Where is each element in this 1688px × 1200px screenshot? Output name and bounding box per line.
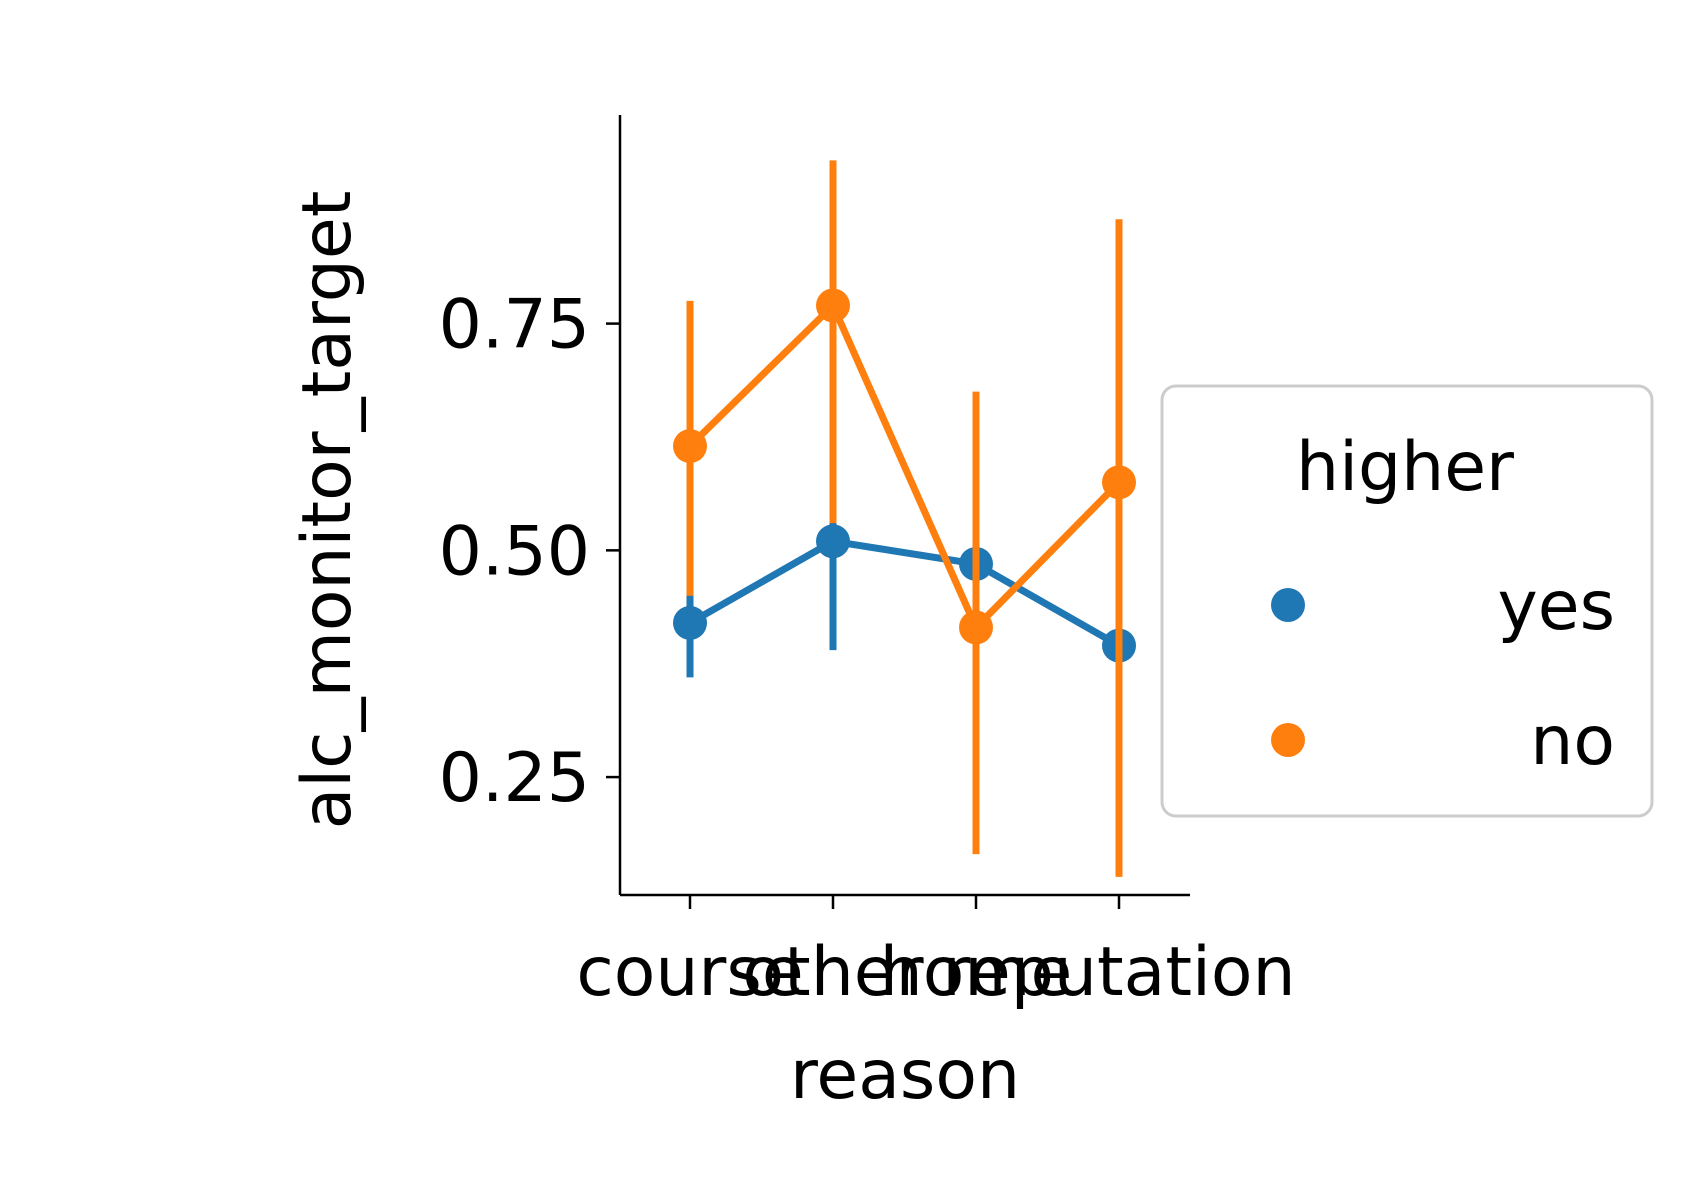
series-line xyxy=(687,301,1122,631)
legend: higher yes no xyxy=(1160,384,1654,818)
data-point xyxy=(673,429,707,464)
x-tick-label: home xyxy=(880,933,1073,1012)
series-layer xyxy=(673,160,1136,877)
legend-marker xyxy=(1271,723,1305,757)
legend-frame xyxy=(1160,384,1654,818)
x-tick-label: other xyxy=(742,933,923,1012)
data-point xyxy=(673,605,707,640)
data-point xyxy=(1102,465,1136,500)
series-line xyxy=(688,537,1121,649)
data-point xyxy=(816,524,850,559)
x-tick-label: reputation xyxy=(942,933,1295,1012)
x-tick-label: course xyxy=(576,933,803,1012)
y-tick-label: 0.75 xyxy=(439,286,590,365)
y-tick-label: 0.50 xyxy=(439,512,590,591)
legend-title: higher xyxy=(1296,428,1514,507)
x-axis-label: reason xyxy=(790,1036,1020,1115)
legend-label: no xyxy=(1530,702,1615,781)
axes xyxy=(606,115,1190,909)
data-point xyxy=(959,610,993,645)
data-point xyxy=(816,288,850,323)
y-axis-label: alc_monitor_target xyxy=(288,191,367,830)
y-tick-label: 0.25 xyxy=(439,739,590,818)
legend-label: yes xyxy=(1497,567,1615,646)
legend-marker xyxy=(1271,588,1305,622)
series-no xyxy=(673,160,1136,877)
